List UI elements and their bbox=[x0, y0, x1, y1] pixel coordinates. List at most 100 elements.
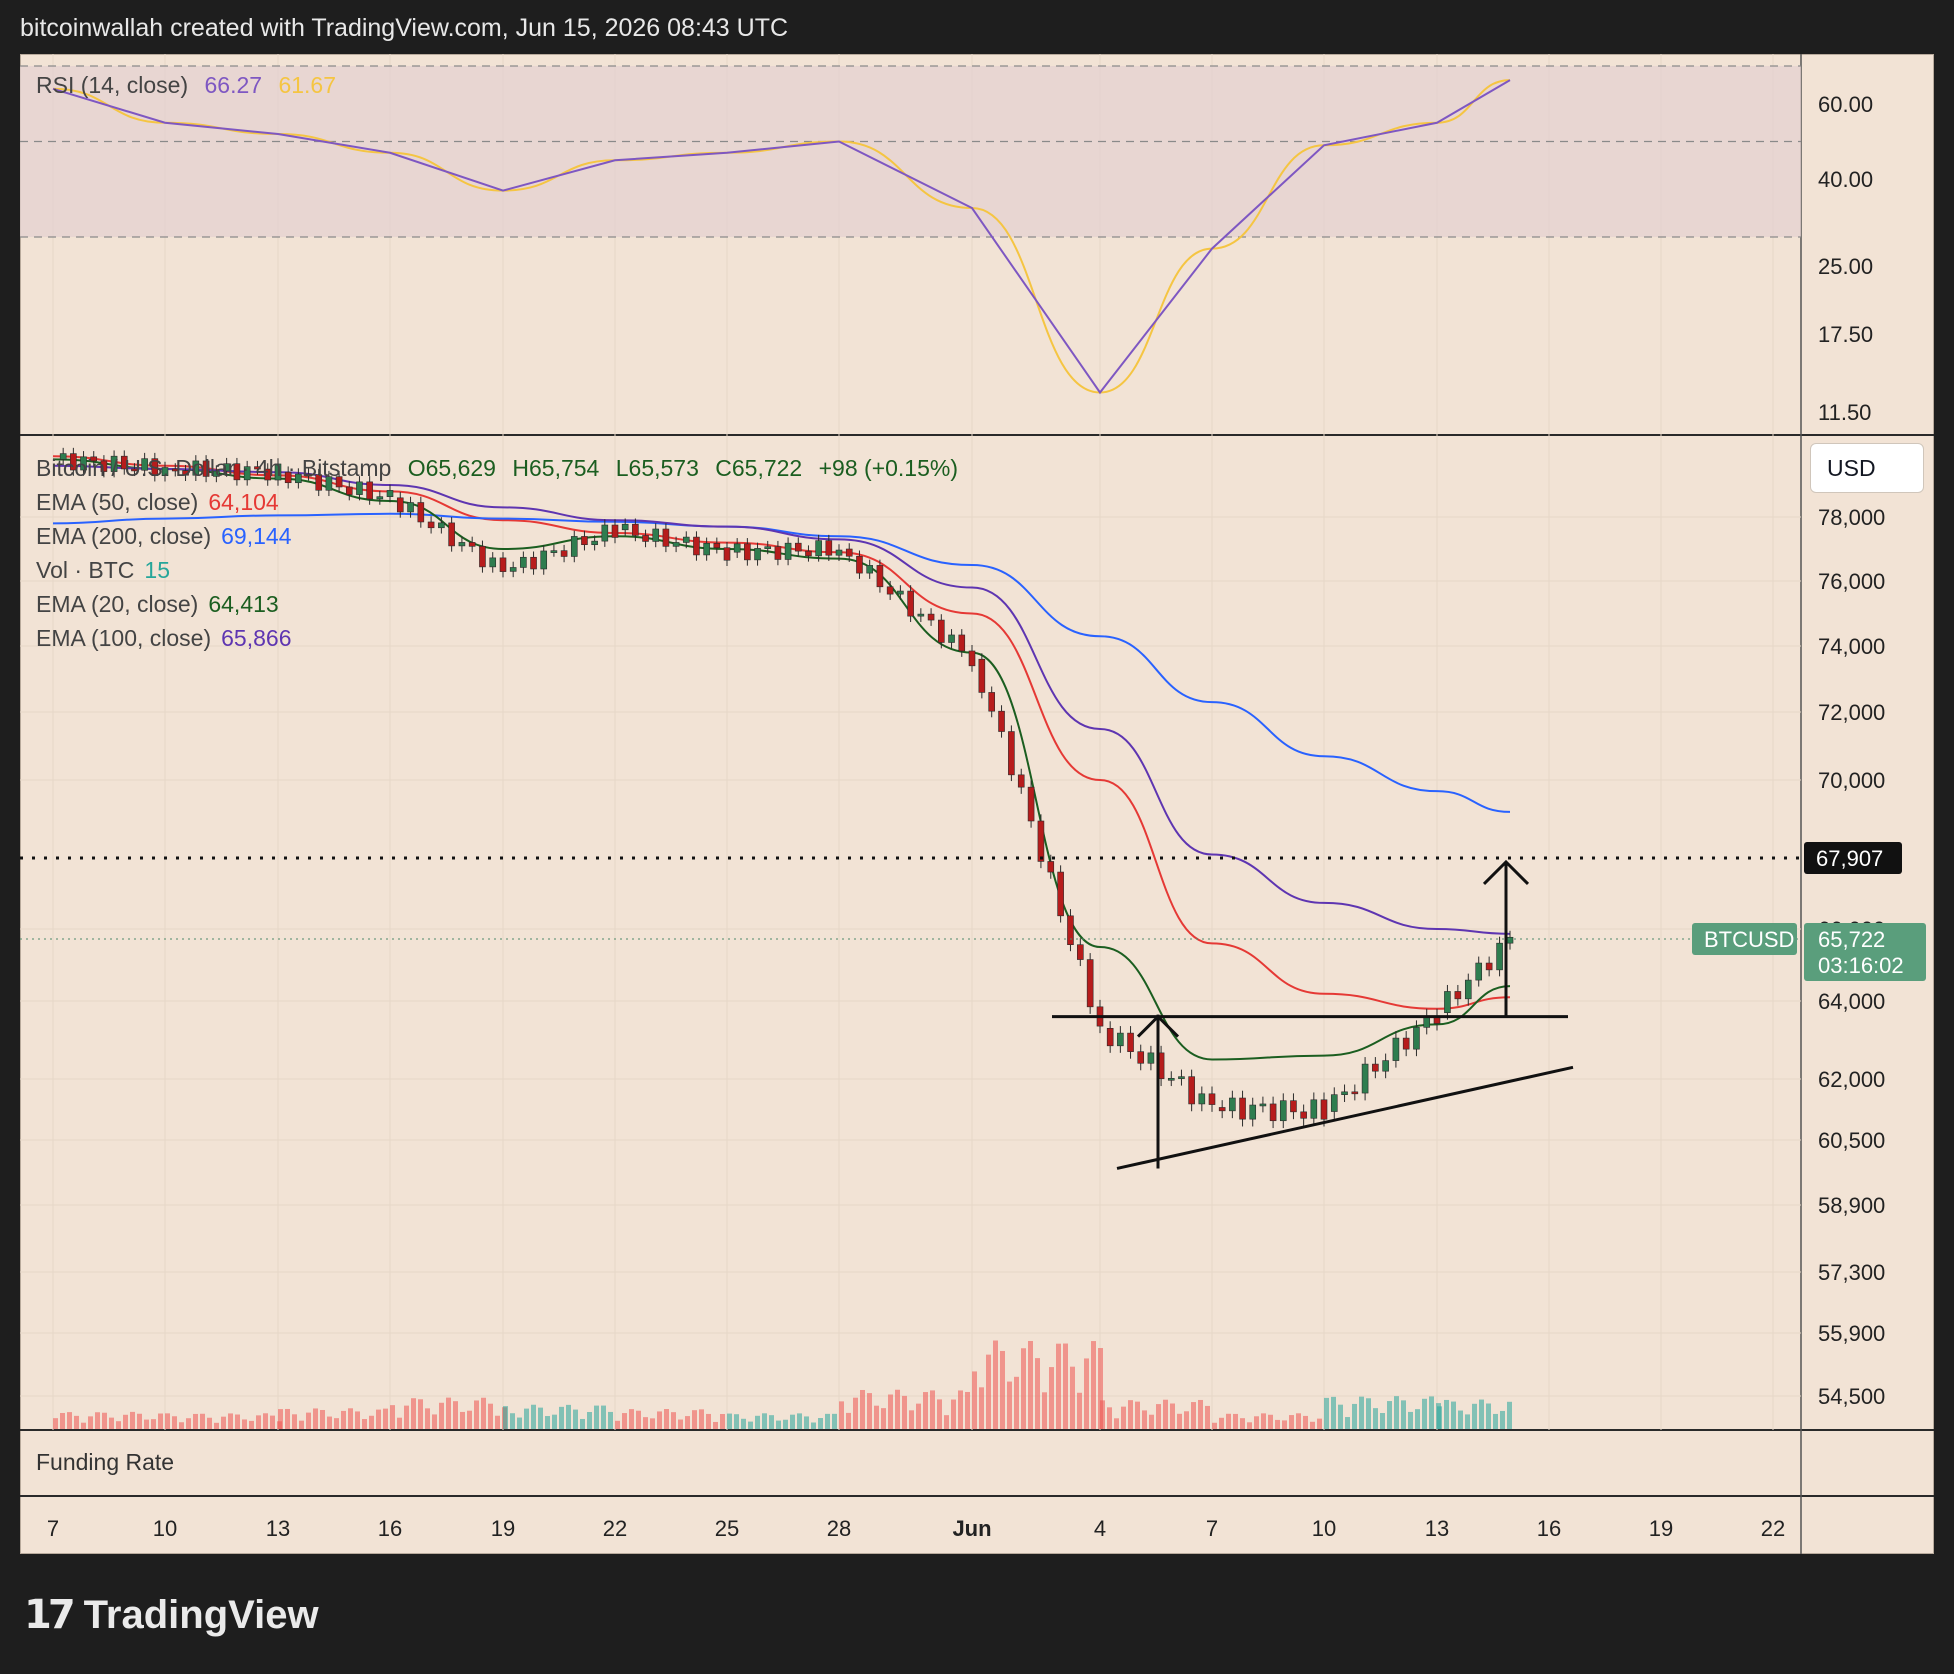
volume-bar bbox=[116, 1421, 121, 1429]
indicator-label: EMA (100, close) bbox=[36, 625, 212, 651]
time-tick-label: 19 bbox=[491, 1516, 515, 1541]
candle-body bbox=[601, 524, 609, 542]
candle-body bbox=[978, 658, 986, 693]
volume-bar bbox=[418, 1399, 423, 1429]
volume-bar bbox=[713, 1421, 718, 1429]
candle-body bbox=[886, 586, 894, 595]
candle-body bbox=[825, 540, 833, 556]
volume-bar bbox=[221, 1416, 226, 1429]
candle-body bbox=[1330, 1094, 1338, 1112]
price-tick-label: 60,500 bbox=[1818, 1128, 1885, 1153]
volume-bar bbox=[839, 1401, 844, 1429]
time-tick-label: Jun bbox=[952, 1516, 991, 1541]
arrow-head bbox=[1136, 1014, 1180, 1038]
volume-bar bbox=[1429, 1396, 1434, 1429]
volume-bar bbox=[1486, 1403, 1491, 1429]
candle-countdown-label: 03:16:02 bbox=[1818, 953, 1904, 978]
volume-bar bbox=[1458, 1410, 1463, 1429]
volume-bar bbox=[249, 1420, 254, 1429]
candle-body bbox=[540, 550, 548, 570]
volume-bar bbox=[1212, 1422, 1217, 1429]
volume-bar bbox=[488, 1403, 493, 1429]
volume-bar bbox=[517, 1417, 522, 1429]
current-price-tag bbox=[1804, 923, 1926, 982]
volume-bar bbox=[1479, 1399, 1484, 1429]
candle-body bbox=[1361, 1063, 1369, 1094]
volume-bar bbox=[1063, 1343, 1068, 1429]
candle-body bbox=[632, 523, 639, 536]
candle-body bbox=[713, 543, 721, 549]
candle-body bbox=[733, 543, 741, 553]
candle-body bbox=[376, 496, 384, 500]
candle-body bbox=[1475, 962, 1483, 981]
volume-bar bbox=[755, 1415, 760, 1429]
candle-body bbox=[80, 456, 87, 471]
candle-body bbox=[1017, 774, 1025, 788]
rsi-tick-label: 17.50 bbox=[1818, 322, 1873, 347]
candle-body bbox=[794, 542, 802, 552]
currency-button[interactable]: USD bbox=[1810, 443, 1924, 493]
volume-bar bbox=[313, 1408, 318, 1429]
indicator-value: 64,413 bbox=[208, 591, 279, 617]
volume-bar bbox=[376, 1409, 381, 1429]
volume-bar bbox=[1289, 1415, 1294, 1429]
volume-bar bbox=[1352, 1403, 1357, 1429]
time-tick-label: 19 bbox=[1649, 1516, 1673, 1541]
candle-body bbox=[100, 460, 108, 472]
symbol-legend: Bitcoin / U.S. Dollar · 4h · Bitstamp O6… bbox=[36, 455, 958, 482]
candle-body bbox=[1320, 1099, 1328, 1120]
price-tick-label: 76,000 bbox=[1818, 569, 1885, 594]
candle-body bbox=[356, 481, 363, 495]
ohlc-open: O65,629 bbox=[407, 455, 496, 481]
volume-bar bbox=[460, 1411, 465, 1429]
candle-body bbox=[927, 613, 935, 621]
volume-bar bbox=[1077, 1392, 1082, 1429]
candle-body bbox=[1506, 936, 1514, 944]
price-tick-label: 57,300 bbox=[1818, 1260, 1885, 1285]
candle-body bbox=[1208, 1093, 1216, 1105]
volume-bar bbox=[1226, 1413, 1231, 1429]
price-tick-label: 70,000 bbox=[1818, 768, 1885, 793]
volume-bar bbox=[916, 1403, 921, 1429]
volume-bar bbox=[495, 1415, 500, 1429]
indicator-ema100: EMA (100, close) 65,866 bbox=[36, 625, 292, 652]
time-tick-label: 13 bbox=[266, 1516, 290, 1541]
volume-bar bbox=[439, 1402, 444, 1429]
candle-body bbox=[520, 556, 527, 568]
volume-bar bbox=[1465, 1414, 1470, 1429]
candle-body bbox=[468, 542, 476, 547]
volume-bar bbox=[804, 1416, 809, 1429]
volume-bar bbox=[783, 1419, 788, 1429]
volume-bar bbox=[278, 1409, 283, 1429]
volume-bar bbox=[320, 1409, 325, 1429]
candle-body bbox=[876, 565, 884, 588]
candle-body bbox=[325, 476, 333, 491]
volume-bar bbox=[1028, 1340, 1033, 1429]
candle-body bbox=[1229, 1097, 1236, 1112]
candle-body bbox=[866, 565, 873, 574]
indicator-label: Vol · BTC bbox=[36, 557, 135, 583]
volume-bar bbox=[1000, 1350, 1005, 1429]
candle-body bbox=[202, 460, 210, 477]
volume-bar bbox=[993, 1340, 998, 1429]
volume-bar bbox=[411, 1398, 416, 1429]
volume-bar bbox=[481, 1397, 486, 1429]
volume-bar bbox=[692, 1410, 697, 1429]
price-tick-label: 64,000 bbox=[1818, 989, 1885, 1014]
volume-bar bbox=[1149, 1414, 1154, 1429]
volume-bar bbox=[186, 1418, 191, 1429]
indicator-value: 15 bbox=[144, 557, 171, 583]
volume-bar bbox=[552, 1414, 557, 1429]
indicator-value: 64,104 bbox=[208, 489, 279, 515]
rsi-label: RSI (14, close) bbox=[36, 72, 189, 98]
volume-bar bbox=[193, 1413, 198, 1429]
volume-bar bbox=[306, 1412, 311, 1429]
time-tick-label: 16 bbox=[378, 1516, 402, 1541]
volume-bar bbox=[1128, 1400, 1133, 1429]
volume-bar bbox=[1014, 1376, 1019, 1429]
volume-bar bbox=[1049, 1367, 1054, 1429]
indicator-ema50: EMA (50, close) 64,104 bbox=[36, 489, 279, 516]
candle-body bbox=[1382, 1060, 1389, 1072]
price-chart[interactable]: 7 10 13 16 19 22 25 28 Jun 4 7 10 13 16 19 22 60.00 40.00… bbox=[20, 54, 1934, 1554]
candle-body bbox=[427, 521, 435, 529]
